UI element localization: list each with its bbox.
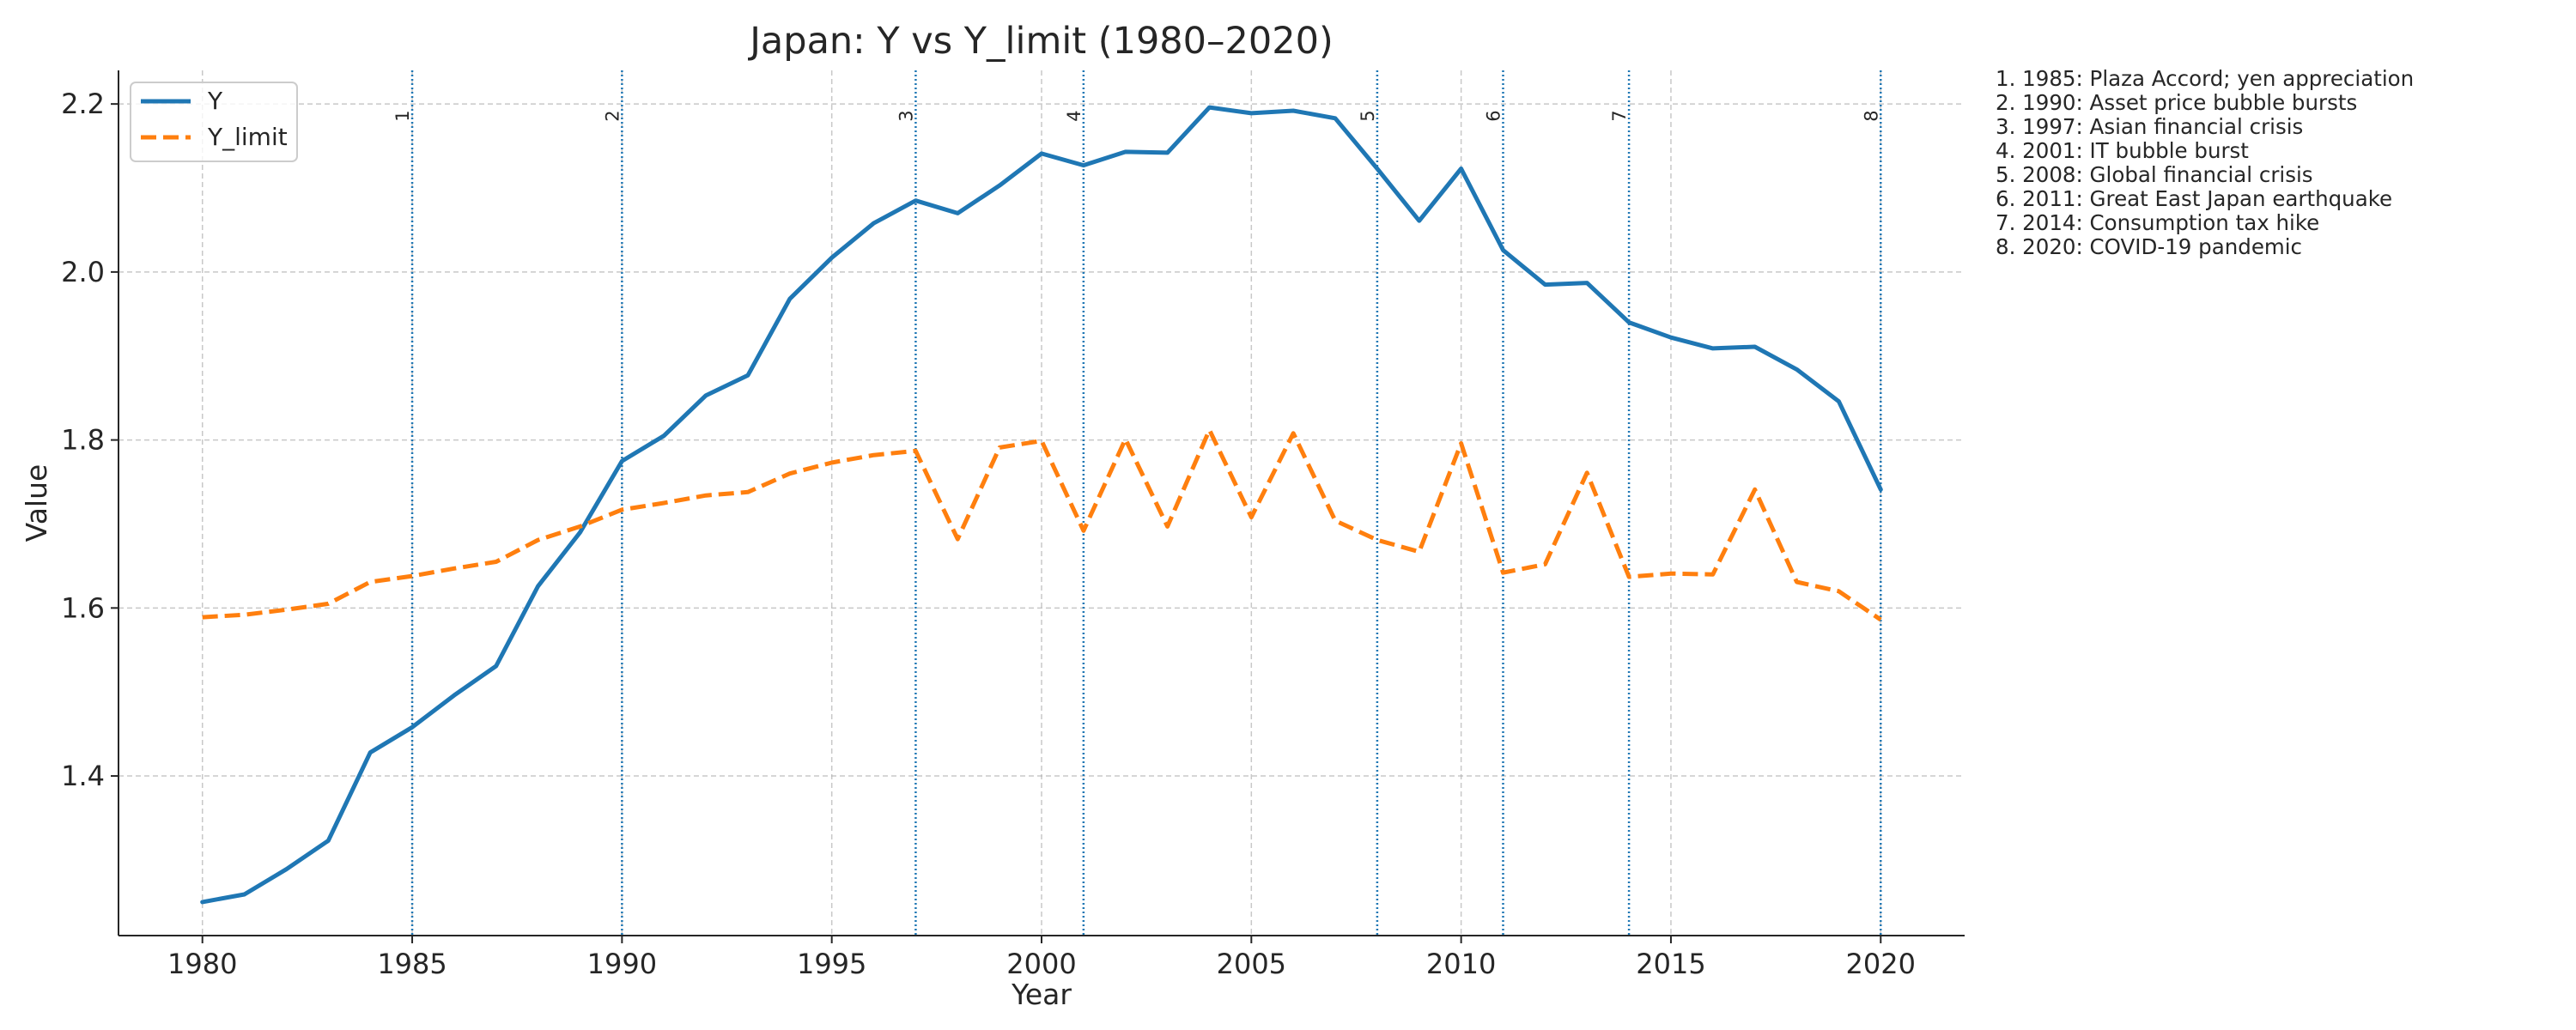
event-number-label: 7 — [1609, 110, 1630, 121]
x-tick-label: 2015 — [1636, 948, 1705, 980]
legend-label-y-limit: Y_limit — [207, 123, 288, 151]
event-number-label: 2 — [602, 110, 623, 121]
chart-title: Japan: Y vs Y_limit (1980–2020) — [747, 20, 1333, 63]
y-tick-label: 2.2 — [61, 88, 105, 120]
event-number-label: 1 — [392, 110, 413, 121]
x-tick-label: 1990 — [587, 948, 657, 980]
event-note-6: 6. 2011: Great East Japan earthquake — [1996, 186, 2392, 211]
y-tick-label: 1.8 — [61, 424, 105, 457]
event-number-label: 6 — [1484, 110, 1504, 121]
ticks: 1980 1985 1990 1995 2000 2005 2010 2015 2020 1.4 1… — [61, 88, 1916, 980]
event-note-8: 8. 2020: COVID-19 pandemic — [1996, 234, 2302, 259]
event-note-2: 2. 1990: Asset price bubble bursts — [1996, 90, 2357, 115]
y-tick-label: 2.0 — [61, 256, 105, 288]
series-lines — [200, 105, 1883, 905]
event-note-5: 5. 2008: Global financial crisis — [1996, 162, 2313, 187]
grid — [118, 70, 1965, 936]
event-markers: 1 2 3 4 5 6 7 8 — [392, 70, 1882, 936]
event-note-3: 3. 1997: Asian financial crisis — [1996, 114, 2303, 139]
legend-label-y: Y — [207, 87, 223, 115]
event-number-label: 5 — [1358, 110, 1378, 121]
x-tick-label: 2010 — [1426, 948, 1496, 980]
event-notes: 1. 1985: Plaza Accord; yen appreciation … — [1996, 66, 2414, 259]
x-tick-label: 2000 — [1006, 948, 1076, 980]
x-tick-label: 1980 — [167, 948, 237, 980]
event-number-label: 3 — [896, 110, 916, 121]
event-number-label: 4 — [1064, 110, 1084, 121]
series-line-y — [200, 105, 1883, 905]
x-tick-label: 1985 — [377, 948, 447, 980]
y-tick-label: 1.6 — [61, 591, 105, 624]
legend: Y Y_limit — [130, 82, 298, 162]
y-axis-label: Value — [20, 464, 53, 542]
x-tick-label: 1995 — [797, 948, 866, 980]
event-note-4: 4. 2001: IT bubble burst — [1996, 138, 2249, 163]
event-note-7: 7. 2014: Consumption tax hike — [1996, 210, 2319, 235]
y-tick-label: 1.4 — [61, 760, 105, 792]
x-axis-label: Year — [1011, 978, 1072, 1011]
x-tick-label: 2020 — [1846, 948, 1916, 980]
x-tick-label: 2005 — [1217, 948, 1286, 980]
event-note-1: 1. 1985: Plaza Accord; yen appreciation — [1996, 66, 2414, 91]
series-line-y-limit — [202, 427, 1882, 622]
event-number-label: 8 — [1861, 110, 1881, 121]
